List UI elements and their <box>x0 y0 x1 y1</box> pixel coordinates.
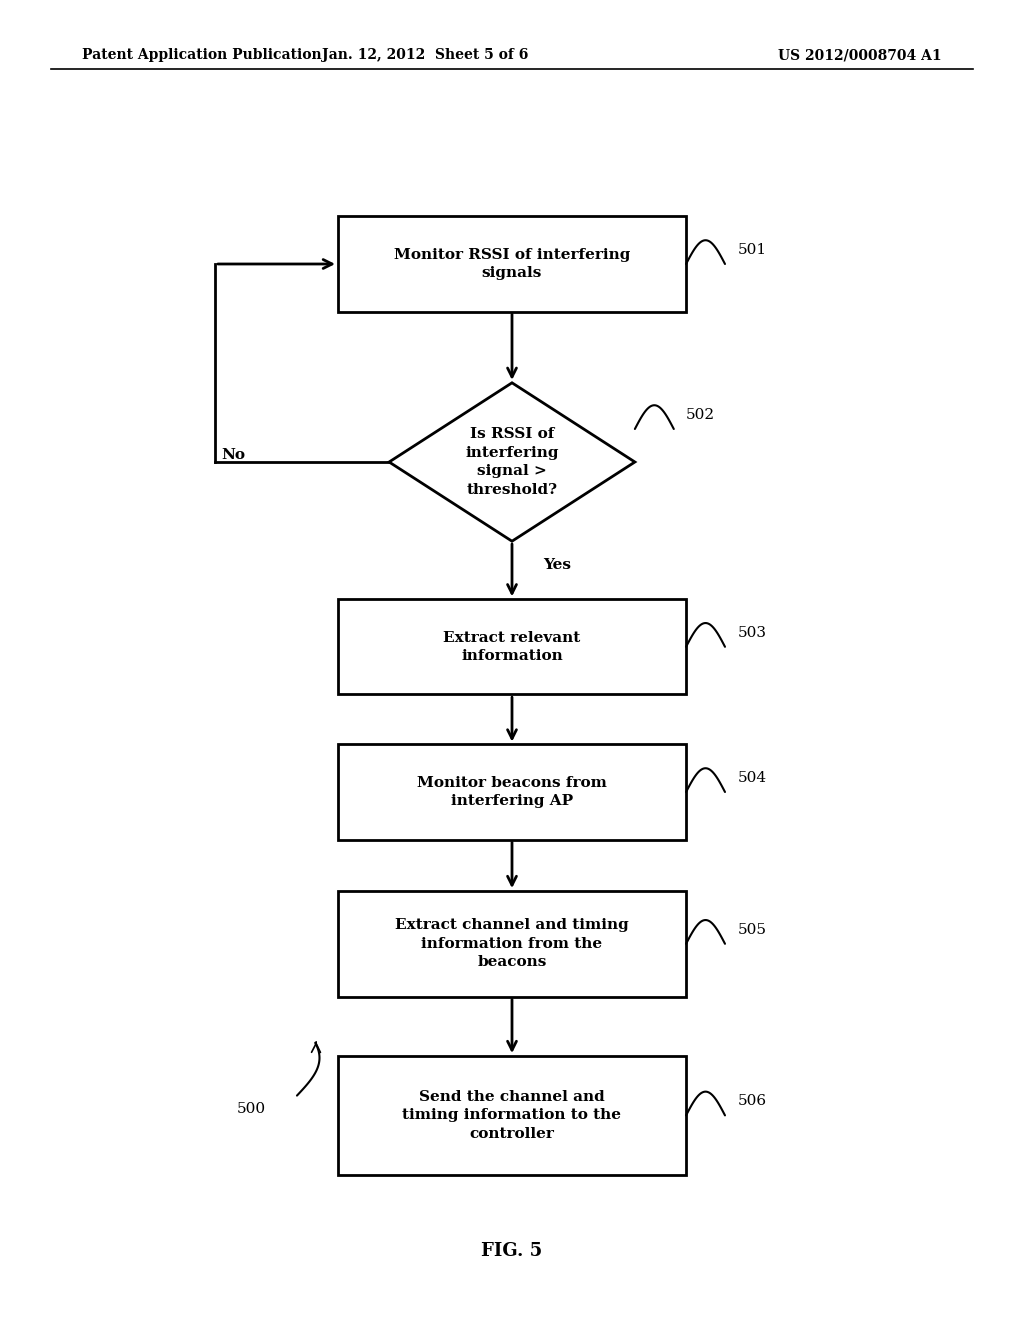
Text: Extract channel and timing
information from the
beacons: Extract channel and timing information f… <box>395 919 629 969</box>
Text: 503: 503 <box>737 626 766 640</box>
FancyBboxPatch shape <box>338 216 686 312</box>
Text: Extract relevant
information: Extract relevant information <box>443 631 581 663</box>
Text: 506: 506 <box>737 1094 766 1109</box>
Text: 504: 504 <box>737 771 766 785</box>
Text: No: No <box>222 449 246 462</box>
Text: Is RSSI of
interfering
signal >
threshold?: Is RSSI of interfering signal > threshol… <box>465 428 559 496</box>
Text: FIG. 5: FIG. 5 <box>481 1242 543 1261</box>
Text: Yes: Yes <box>543 558 570 572</box>
Text: 501: 501 <box>737 243 766 257</box>
Text: 505: 505 <box>737 923 766 937</box>
Text: 500: 500 <box>237 1102 265 1115</box>
FancyBboxPatch shape <box>338 599 686 694</box>
Text: Send the channel and
timing information to the
controller: Send the channel and timing information … <box>402 1090 622 1140</box>
FancyBboxPatch shape <box>338 891 686 997</box>
FancyBboxPatch shape <box>338 744 686 840</box>
Text: US 2012/0008704 A1: US 2012/0008704 A1 <box>778 49 942 62</box>
Text: Monitor beacons from
interfering AP: Monitor beacons from interfering AP <box>417 776 607 808</box>
Text: Jan. 12, 2012  Sheet 5 of 6: Jan. 12, 2012 Sheet 5 of 6 <box>322 49 528 62</box>
Text: Monitor RSSI of interfering
signals: Monitor RSSI of interfering signals <box>394 248 630 280</box>
Text: Patent Application Publication: Patent Application Publication <box>82 49 322 62</box>
FancyBboxPatch shape <box>338 1056 686 1175</box>
Polygon shape <box>389 383 635 541</box>
Text: 502: 502 <box>686 408 715 422</box>
